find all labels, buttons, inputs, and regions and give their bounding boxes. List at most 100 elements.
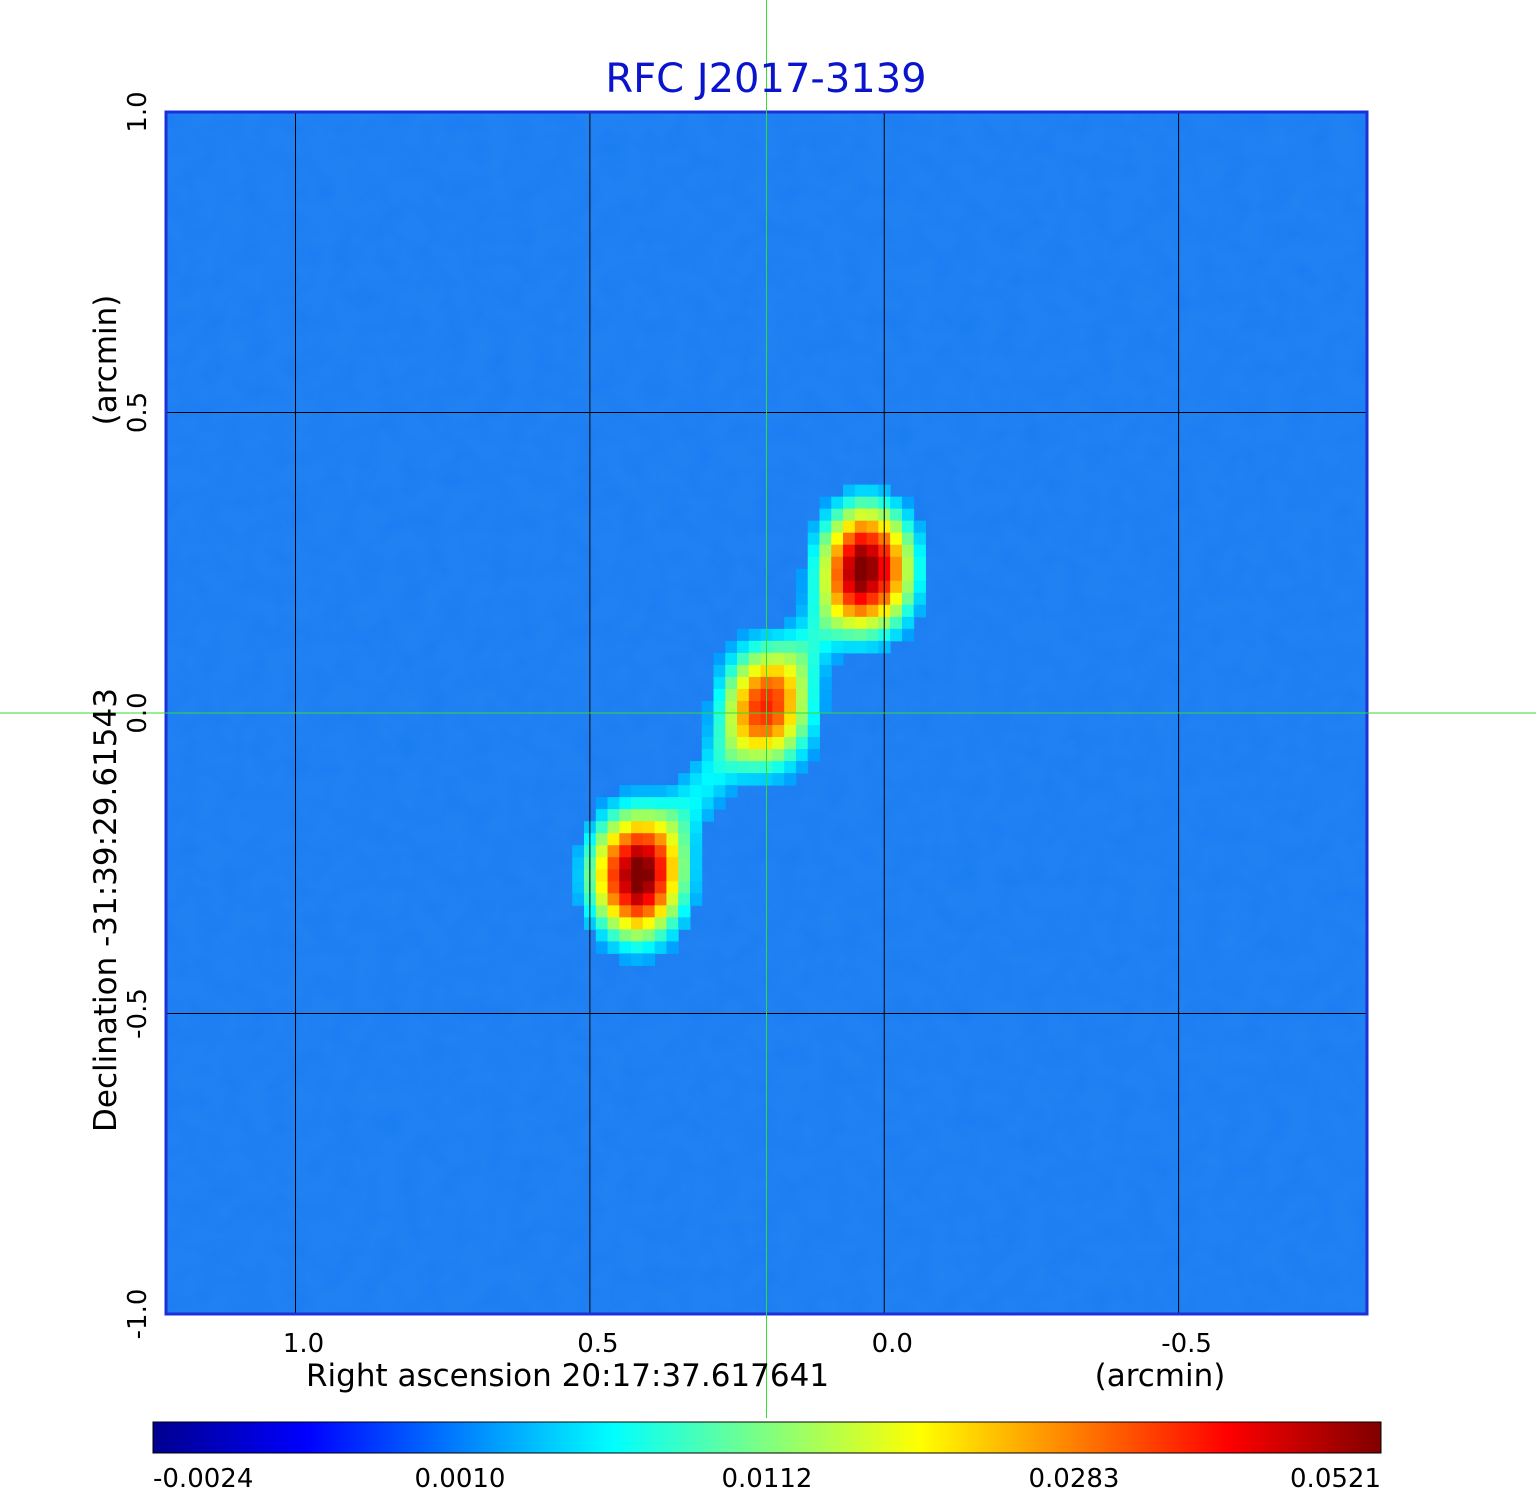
intensity-pixel [666, 845, 679, 858]
intensity-pixel [689, 881, 703, 894]
intensity-pixel [866, 640, 879, 654]
intensity-pixel [654, 797, 667, 810]
intensity-pixel [831, 544, 844, 558]
intensity-pixel [890, 616, 903, 630]
intensity-pixel [713, 785, 726, 798]
intensity-pixel [819, 508, 832, 522]
intensity-pixel [784, 628, 797, 642]
intensity-pixel [807, 628, 820, 642]
intensity-pixel [890, 520, 903, 534]
intensity-pixel [595, 881, 609, 894]
intensity-pixel [819, 676, 832, 690]
intensity-pixel [901, 604, 915, 618]
intensity-pixel [819, 520, 832, 534]
intensity-pixel [631, 869, 644, 882]
intensity-pixel [807, 664, 820, 678]
intensity-pixel [854, 580, 868, 594]
chart-title: RFC J2017-3139 [605, 56, 926, 102]
intensity-pixel [654, 941, 667, 954]
intensity-pixel [642, 785, 656, 798]
intensity-pixel [619, 785, 632, 798]
intensity-pixel [843, 544, 856, 558]
intensity-pixel [666, 917, 679, 930]
intensity-pixel [701, 713, 715, 726]
intensity-pixel [748, 640, 762, 654]
intensity-pixel [713, 737, 726, 750]
intensity-pixel [843, 628, 856, 642]
intensity-pixel [831, 640, 844, 654]
intensity-pixel [619, 869, 632, 882]
intensity-pixel [807, 580, 820, 594]
intensity-pixel [713, 652, 726, 666]
intensity-pixel [701, 797, 715, 810]
intensity-pixel [831, 556, 844, 570]
intensity-pixel [831, 592, 844, 606]
intensity-pixel [666, 797, 679, 810]
intensity-pixel [678, 893, 691, 906]
intensity-pixel [642, 893, 656, 906]
intensity-pixel [619, 905, 632, 918]
intensity-pixel [831, 604, 844, 618]
intensity-pixel [890, 544, 903, 558]
colorbar-tick-label: 0.0283 [1029, 1464, 1120, 1494]
intensity-pixel [807, 520, 820, 534]
intensity-pixel [854, 484, 868, 498]
intensity-pixel [843, 520, 856, 534]
intensity-pixel [807, 592, 820, 606]
intensity-pixel [666, 833, 679, 846]
colorbar-tick-label: -0.0024 [153, 1464, 253, 1494]
intensity-pixel [642, 905, 656, 918]
intensity-pixel [890, 604, 903, 618]
intensity-pixel [642, 929, 656, 942]
intensity-pixel [843, 496, 856, 510]
intensity-pixel [631, 941, 644, 954]
intensity-pixel [572, 881, 585, 894]
intensity-pixel [689, 857, 703, 870]
intensity-pixel [654, 821, 667, 834]
intensity-pixel [784, 725, 797, 738]
intensity-pixel [772, 713, 785, 726]
intensity-pixel [619, 833, 632, 846]
intensity-pixel [631, 917, 644, 930]
intensity-pixel [654, 845, 667, 858]
intensity-pixel [689, 809, 703, 822]
intensity-pixel [795, 568, 809, 582]
intensity-pixel [654, 833, 667, 846]
intensity-pixel [854, 544, 868, 558]
intensity-pixel [631, 797, 644, 810]
intensity-pixel [725, 688, 738, 702]
intensity-pixel [631, 821, 644, 834]
intensity-pixel [678, 833, 691, 846]
intensity-pixel [772, 725, 785, 738]
intensity-pixel [642, 809, 656, 822]
intensity-pixel [713, 749, 726, 762]
intensity-pixel [642, 797, 656, 810]
intensity-pixel [807, 616, 820, 630]
intensity-pixel [595, 905, 609, 918]
intensity-pixel [819, 580, 832, 594]
intensity-pixel [831, 628, 844, 642]
intensity-pixel [795, 580, 809, 594]
intensity-pixel [795, 628, 809, 642]
intensity-pixel [854, 520, 868, 534]
intensity-pixel [913, 568, 926, 582]
intensity-pixel [725, 713, 738, 726]
intensity-pixel [619, 809, 632, 822]
intensity-pixel [890, 508, 903, 522]
intensity-pixel [595, 941, 609, 954]
intensity-pixel [854, 508, 868, 522]
intensity-pixel [595, 821, 609, 834]
intensity-pixel [713, 725, 726, 738]
intensity-pixel [795, 592, 809, 606]
intensity-pixel [784, 737, 797, 750]
intensity-pixel [619, 857, 632, 870]
intensity-pixel [631, 809, 644, 822]
intensity-pixel [654, 929, 667, 942]
intensity-pixel [713, 664, 726, 678]
intensity-pixel [701, 700, 715, 714]
intensity-pixel [843, 484, 856, 498]
intensity-pixel [854, 616, 868, 630]
intensity-pixel [701, 761, 715, 774]
intensity-pixel [642, 857, 656, 870]
intensity-pixel [701, 773, 715, 786]
